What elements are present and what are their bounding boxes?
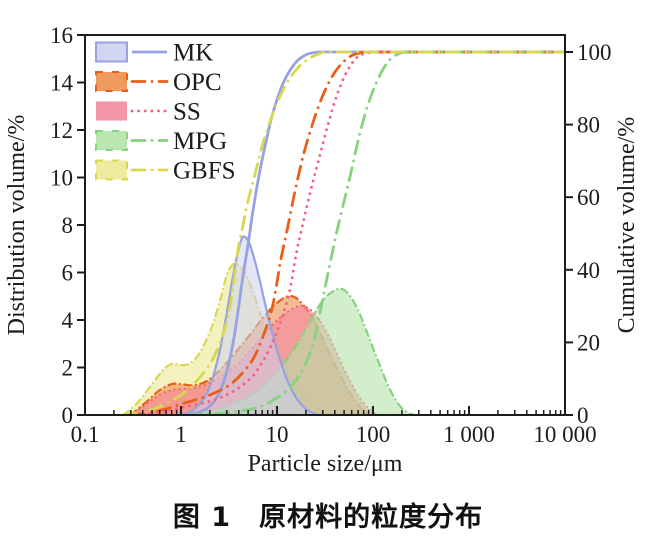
y-left-tick-label: 0 — [62, 403, 74, 428]
y-left-tick-label: 10 — [50, 166, 73, 191]
figure-caption: 图 1 原材料的粒度分布 — [172, 502, 484, 533]
x-axis: 0.1 1 10 100 1 000 10 000 Particle size/μm — [71, 406, 597, 477]
y-left-tick-label: 8 — [62, 213, 74, 238]
legend-swatch — [95, 41, 128, 63]
legend-item-gbfs: GBFS — [95, 158, 236, 185]
x-tick-label: 10 000 — [533, 422, 596, 447]
legend-swatch — [95, 130, 128, 151]
y-left-axis-title: Distribution volume/% — [4, 115, 30, 336]
distribution-areas — [121, 235, 415, 415]
legend-label: MPG — [173, 128, 227, 155]
legend-swatch — [95, 159, 128, 181]
y-left-tick-label: 2 — [62, 356, 74, 381]
y-right-tick-label: 100 — [577, 40, 612, 65]
cumulative-lines — [121, 50, 565, 415]
gbfs-cumulative-line — [121, 50, 565, 415]
legend-item-mk: MK — [95, 40, 213, 67]
legend-item-opc: OPC — [95, 69, 222, 96]
y-left-tick-label: 14 — [50, 71, 74, 96]
y-axis-left: 0 2 4 6 8 10 12 14 16 Distribution volume/% — [4, 23, 85, 428]
legend-label: MK — [173, 40, 213, 67]
opc-cumulative-line — [129, 50, 565, 415]
legend-swatch — [95, 71, 128, 92]
legend-label: SS — [173, 99, 201, 126]
x-axis-title: Particle size/μm — [248, 451, 403, 477]
y-axis-right: 0 20 40 60 80 100 Cumulative volume/% — [565, 40, 640, 428]
legend-item-ss: SS — [95, 99, 201, 126]
x-tick-label: 10 — [266, 422, 289, 447]
y-left-tick-label: 16 — [50, 23, 73, 48]
x-tick-label: 0.1 — [71, 422, 100, 447]
mpg-cumulative-line — [187, 50, 565, 415]
y-right-tick-label: 40 — [577, 258, 600, 283]
x-tick-label: 1 000 — [443, 422, 495, 447]
y-right-tick-label: 80 — [577, 113, 600, 138]
y-right-axis-title: Cumulative volume/% — [614, 117, 640, 334]
y-right-tick-label: 60 — [577, 185, 600, 210]
legend-item-mpg: MPG — [95, 128, 227, 155]
ss-cumulative-line — [129, 50, 565, 415]
y-left-tick-label: 4 — [62, 308, 74, 333]
x-tick-label: 100 — [356, 422, 391, 447]
mk-distribution-area — [176, 235, 321, 415]
y-right-tick-label: 0 — [577, 403, 589, 428]
y-left-tick-label: 12 — [50, 118, 73, 143]
legend-label: GBFS — [173, 158, 236, 185]
legend-label: OPC — [173, 69, 222, 96]
legend-swatch — [95, 100, 128, 122]
x-tick-label: 1 — [175, 422, 187, 447]
y-left-tick-label: 6 — [62, 261, 74, 286]
y-right-tick-label: 20 — [577, 330, 600, 355]
